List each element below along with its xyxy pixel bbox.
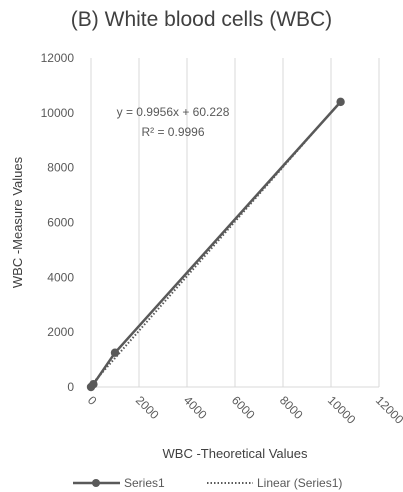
y-tick-label: 10000: [41, 106, 75, 120]
x-tick-label: 0: [85, 393, 100, 408]
plot-svg: 0 2000 4000 6000 8000 10000 12000 0 2000 4000 6000…: [10, 51, 403, 461]
x-tick-label: 6000: [229, 393, 258, 422]
y-tick-label: 4000: [47, 270, 74, 284]
legend-series1-label: Series1: [124, 476, 165, 490]
x-tick-label: 10000: [325, 393, 359, 427]
legend: Series1 Linear (Series1): [73, 476, 342, 490]
series-point: [110, 348, 120, 357]
y-tick-label: 12000: [41, 51, 75, 65]
r-squared-label: R² = 0.9996: [141, 125, 204, 139]
x-tick-label: 12000: [373, 393, 403, 427]
y-tick-label: 8000: [47, 161, 74, 175]
x-axis-title: WBC -Theoretical Values: [163, 446, 308, 461]
x-tick-label: 4000: [181, 393, 210, 422]
x-tick-label: 2000: [133, 393, 162, 422]
y-tick-label: 0: [67, 380, 74, 394]
series-line: [90, 101, 342, 388]
series-point: [336, 97, 345, 107]
chart-title: (B) White blood cells (WBC): [70, 8, 333, 31]
legend-linear-label: Linear (Series1): [257, 476, 342, 490]
y-tick-label: 6000: [47, 216, 74, 230]
y-tick-label: 2000: [47, 325, 74, 339]
legend-series1-marker: [92, 479, 100, 487]
x-tick-label: 8000: [277, 393, 306, 422]
equation-label: y = 0.9956x + 60.228: [117, 105, 230, 119]
series-point: [89, 380, 98, 389]
y-axis-title: WBC -Measure Values: [10, 156, 25, 288]
